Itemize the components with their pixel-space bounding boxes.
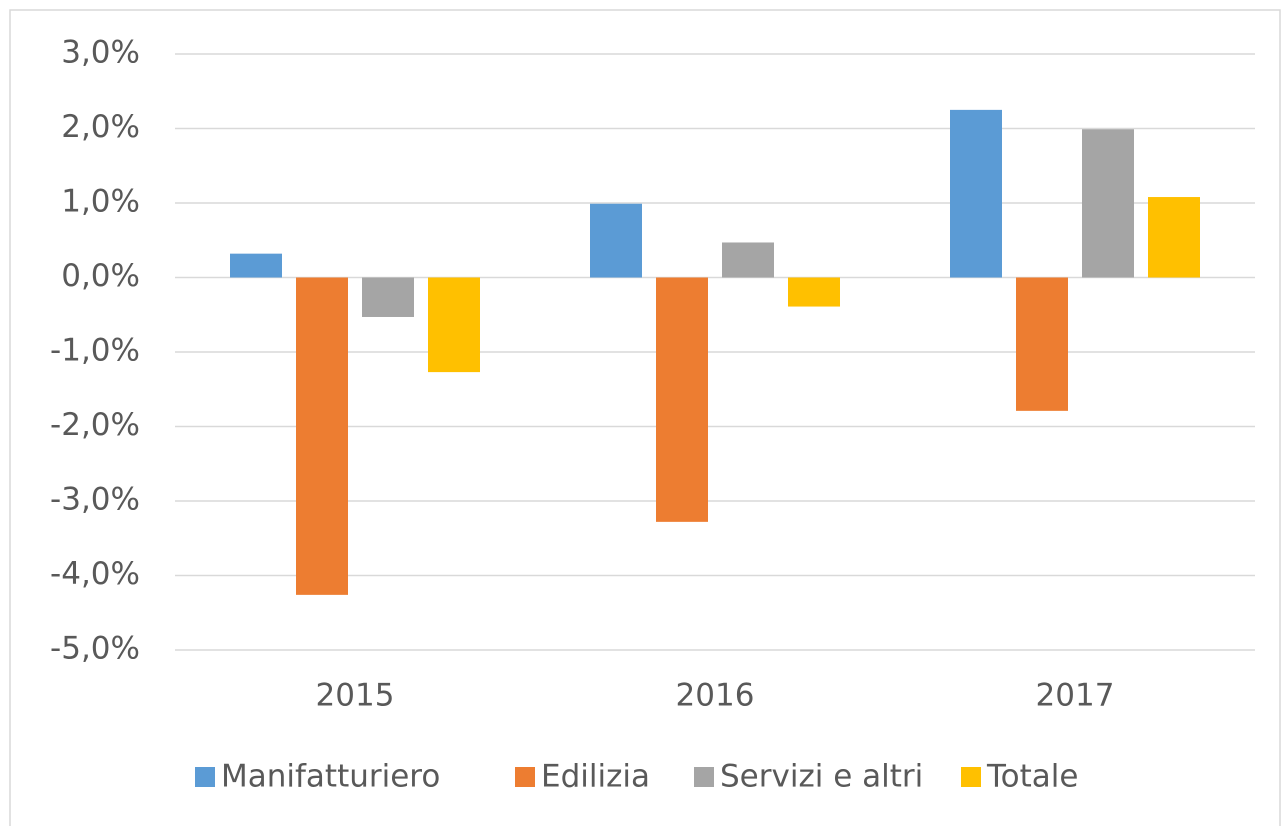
legend-label: Totale: [986, 759, 1078, 795]
bar: [722, 242, 774, 278]
y-tick-label: -2,0%: [50, 407, 140, 443]
y-tick-label: 0,0%: [61, 258, 140, 294]
legend-label: Edilizia: [541, 759, 650, 795]
bar: [296, 277, 348, 595]
chart-border: [9, 9, 1281, 826]
bar: [950, 109, 1002, 278]
bar: [590, 203, 642, 278]
y-tick-label: -3,0%: [50, 482, 140, 518]
legend-swatch: [195, 767, 215, 787]
y-tick-label: 2,0%: [61, 109, 140, 145]
y-tick-label: -5,0%: [50, 631, 140, 667]
y-tick-label: -4,0%: [50, 556, 140, 592]
legend-label: Servizi e altri: [720, 759, 923, 795]
bar: [788, 277, 840, 307]
bar: [230, 253, 282, 278]
bar: [362, 277, 414, 317]
bar: [428, 277, 480, 373]
legend-swatch: [961, 767, 981, 787]
legend-swatch: [694, 767, 714, 787]
bar: [656, 277, 708, 522]
x-tick-label: 2015: [316, 678, 395, 714]
y-tick-label: -1,0%: [50, 333, 140, 369]
legend-swatch: [515, 767, 535, 787]
y-tick-label: 1,0%: [61, 184, 140, 220]
x-tick-label: 2016: [676, 678, 755, 714]
legend-label: Manifatturiero: [221, 759, 440, 795]
bar: [1082, 129, 1134, 278]
bar: [1016, 277, 1068, 411]
x-tick-label: 2017: [1036, 678, 1115, 714]
y-tick-label: 3,0%: [61, 35, 140, 71]
bar: [1148, 197, 1200, 278]
